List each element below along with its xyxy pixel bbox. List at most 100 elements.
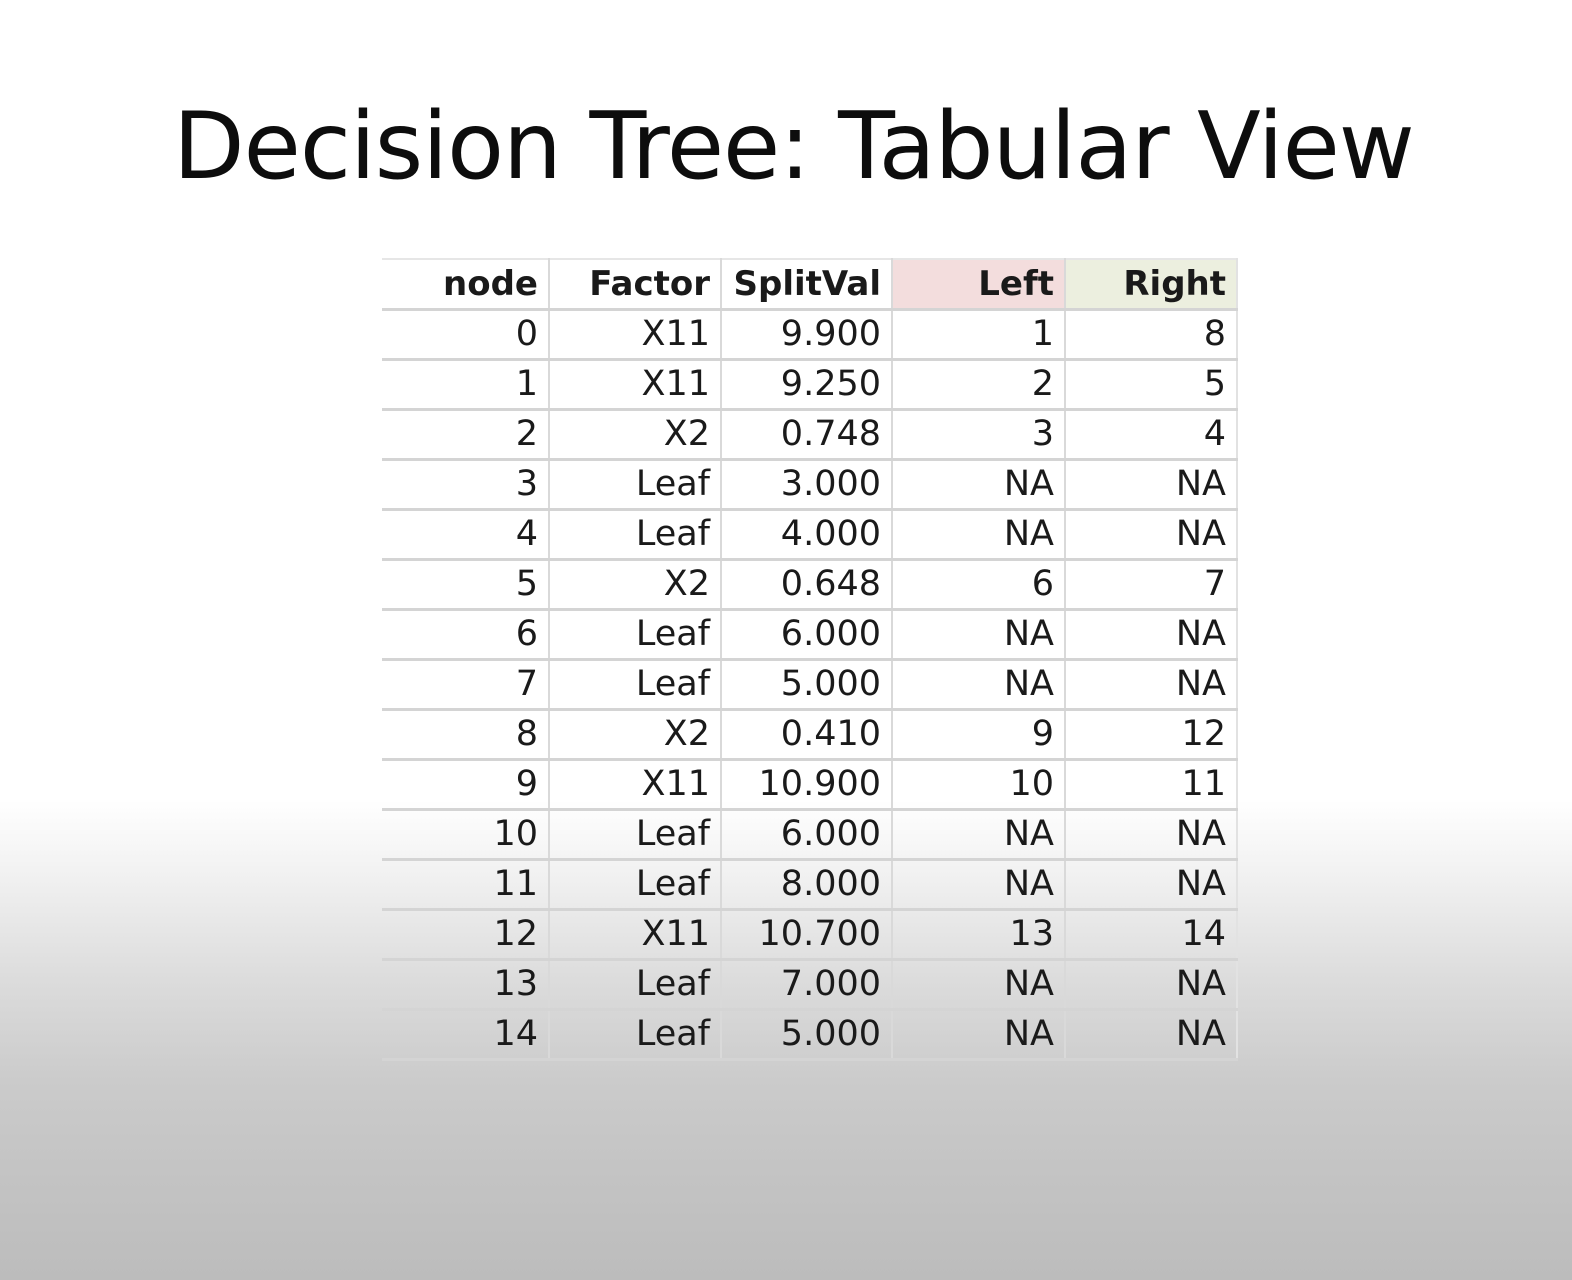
cell-node: 0 <box>382 309 550 361</box>
table-row: 10 Leaf 6.000 NA NA <box>382 809 1238 861</box>
cell-factor: Leaf <box>549 1009 722 1061</box>
cell-factor: X11 <box>549 759 722 811</box>
table-row: 6 Leaf 6.000 NA NA <box>382 609 1238 661</box>
cell-node: 1 <box>382 359 550 411</box>
column-header-splitval: SplitVal <box>721 258 893 311</box>
cell-right: 7 <box>1065 559 1238 611</box>
table-row: 11 Leaf 8.000 NA NA <box>382 859 1238 911</box>
cell-splitval: 0.410 <box>721 709 893 761</box>
cell-factor: X2 <box>549 409 722 461</box>
cell-right: NA <box>1065 809 1238 861</box>
cell-left: 9 <box>892 709 1066 761</box>
cell-node: 8 <box>382 709 550 761</box>
cell-right: 14 <box>1065 909 1238 961</box>
cell-factor: Leaf <box>549 609 722 661</box>
table-row: 13 Leaf 7.000 NA NA <box>382 959 1238 1011</box>
cell-splitval: 4.000 <box>721 509 893 561</box>
cell-factor: Leaf <box>549 859 722 911</box>
cell-node: 2 <box>382 409 550 461</box>
slide-title: Decision Tree: Tabular View <box>173 92 1415 200</box>
table-row: 4 Leaf 4.000 NA NA <box>382 509 1238 561</box>
table-row: 7 Leaf 5.000 NA NA <box>382 659 1238 711</box>
table-body: 0 X11 9.900 1 8 1 X11 9.250 2 5 2 X2 0.748 3 4 3 Leaf 3.0… <box>382 309 1238 1061</box>
cell-right: NA <box>1065 659 1238 711</box>
cell-factor: Leaf <box>549 659 722 711</box>
cell-splitval: 9.250 <box>721 359 893 411</box>
cell-node: 6 <box>382 609 550 661</box>
cell-left: NA <box>892 609 1066 661</box>
table-header-row: node Factor SplitVal Left Right <box>382 258 1238 311</box>
column-header-right: Right <box>1065 258 1238 311</box>
cell-splitval: 8.000 <box>721 859 893 911</box>
cell-left: NA <box>892 959 1066 1011</box>
cell-right: NA <box>1065 959 1238 1011</box>
cell-left: 1 <box>892 309 1066 361</box>
cell-node: 11 <box>382 859 550 911</box>
cell-factor: Leaf <box>549 959 722 1011</box>
cell-node: 12 <box>382 909 550 961</box>
cell-right: 4 <box>1065 409 1238 461</box>
decision-tree-table-container: node Factor SplitVal Left Right 0 X11 9.90… <box>382 258 1238 1061</box>
cell-node: 3 <box>382 459 550 511</box>
table-row: 1 X11 9.250 2 5 <box>382 359 1238 411</box>
cell-left: 3 <box>892 409 1066 461</box>
table-row: 2 X2 0.748 3 4 <box>382 409 1238 461</box>
cell-right: NA <box>1065 859 1238 911</box>
cell-right: NA <box>1065 609 1238 661</box>
cell-node: 10 <box>382 809 550 861</box>
cell-right: NA <box>1065 459 1238 511</box>
table-row: 8 X2 0.410 9 12 <box>382 709 1238 761</box>
cell-right: 12 <box>1065 709 1238 761</box>
cell-splitval: 10.700 <box>721 909 893 961</box>
cell-factor: X2 <box>549 709 722 761</box>
column-header-node: node <box>382 258 550 311</box>
cell-splitval: 5.000 <box>721 659 893 711</box>
cell-splitval: 0.748 <box>721 409 893 461</box>
cell-node: 4 <box>382 509 550 561</box>
cell-left: NA <box>892 509 1066 561</box>
cell-factor: Leaf <box>549 509 722 561</box>
cell-factor: X2 <box>549 559 722 611</box>
cell-node: 5 <box>382 559 550 611</box>
column-header-factor: Factor <box>549 258 722 311</box>
table-row: 9 X11 10.900 10 11 <box>382 759 1238 811</box>
cell-left: 6 <box>892 559 1066 611</box>
cell-right: 11 <box>1065 759 1238 811</box>
table-row: 0 X11 9.900 1 8 <box>382 309 1238 361</box>
table-row: 3 Leaf 3.000 NA NA <box>382 459 1238 511</box>
decision-tree-table: node Factor SplitVal Left Right 0 X11 9.90… <box>382 258 1238 1061</box>
table-row: 12 X11 10.700 13 14 <box>382 909 1238 961</box>
cell-left: NA <box>892 1009 1066 1061</box>
cell-node: 14 <box>382 1009 550 1061</box>
cell-splitval: 0.648 <box>721 559 893 611</box>
cell-node: 7 <box>382 659 550 711</box>
cell-factor: X11 <box>549 309 722 361</box>
cell-right: 8 <box>1065 309 1238 361</box>
cell-left: NA <box>892 809 1066 861</box>
column-header-left: Left <box>892 258 1066 311</box>
cell-splitval: 6.000 <box>721 609 893 661</box>
cell-node: 13 <box>382 959 550 1011</box>
table-row: 5 X2 0.648 6 7 <box>382 559 1238 611</box>
cell-node: 9 <box>382 759 550 811</box>
cell-splitval: 5.000 <box>721 1009 893 1061</box>
cell-right: NA <box>1065 1009 1238 1061</box>
cell-right: NA <box>1065 509 1238 561</box>
cell-left: NA <box>892 859 1066 911</box>
cell-left: 13 <box>892 909 1066 961</box>
cell-splitval: 9.900 <box>721 309 893 361</box>
cell-splitval: 6.000 <box>721 809 893 861</box>
cell-splitval: 7.000 <box>721 959 893 1011</box>
cell-factor: Leaf <box>549 809 722 861</box>
cell-splitval: 10.900 <box>721 759 893 811</box>
cell-splitval: 3.000 <box>721 459 893 511</box>
cell-left: NA <box>892 459 1066 511</box>
cell-factor: X11 <box>549 909 722 961</box>
table-row: 14 Leaf 5.000 NA NA <box>382 1009 1238 1061</box>
cell-left: 2 <box>892 359 1066 411</box>
cell-left: NA <box>892 659 1066 711</box>
cell-factor: X11 <box>549 359 722 411</box>
cell-factor: Leaf <box>549 459 722 511</box>
cell-left: 10 <box>892 759 1066 811</box>
cell-right: 5 <box>1065 359 1238 411</box>
